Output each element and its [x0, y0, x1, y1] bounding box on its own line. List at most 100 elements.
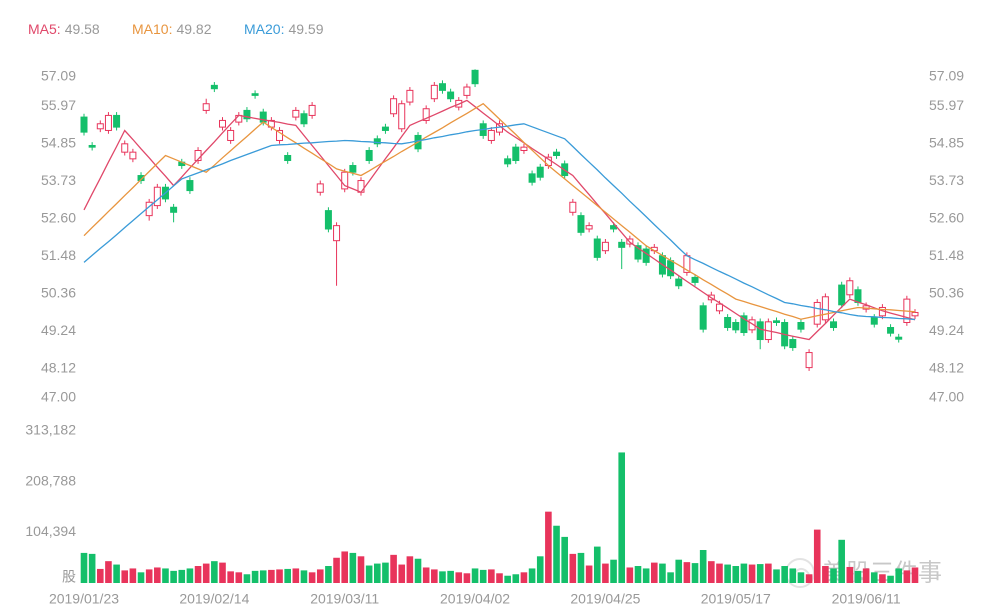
candle-body: [846, 280, 854, 296]
candle-body: [463, 86, 471, 96]
volume-bar: [683, 562, 691, 583]
volume-bar: [414, 558, 422, 583]
volume-bar: [439, 571, 446, 583]
candle-body: [235, 114, 243, 123]
candle-body: [373, 138, 381, 145]
volume-bar: [398, 564, 406, 583]
volume-bar: [593, 546, 601, 583]
candle-body: [251, 93, 259, 96]
candle-body: [618, 241, 626, 248]
legend-item: MA20: 49.59: [244, 21, 324, 37]
volume-bar: [756, 564, 764, 583]
candle-body: [715, 303, 723, 312]
candle-body: [699, 305, 707, 330]
volume-bar: [781, 566, 788, 583]
candle-body: [870, 316, 878, 325]
candle-body: [691, 276, 699, 283]
candle-body: [797, 322, 805, 330]
x-tick-label: 2019/06/11: [832, 591, 901, 607]
volume-bar: [520, 572, 528, 583]
legend-item: MA5: 49.58: [28, 21, 100, 37]
candle-body: [585, 225, 593, 230]
candle-body: [634, 245, 642, 260]
candle-body: [487, 129, 495, 141]
y-tick-label-right: 57.09: [929, 68, 964, 84]
volume-bar: [626, 567, 634, 583]
volume-bar: [227, 571, 234, 583]
y-tick-label-right: 53.73: [929, 172, 964, 188]
candle-body: [430, 84, 438, 100]
candle-body: [838, 284, 846, 306]
volume-bar: [854, 570, 862, 583]
volume-bar: [219, 562, 226, 583]
candle-body: [830, 321, 838, 329]
x-tick-label: 2019/03/11: [310, 591, 379, 607]
candle-body: [170, 206, 178, 213]
y-tick-label-right: 51.48: [929, 247, 964, 263]
x-tick-label: 2019/05/17: [701, 591, 771, 607]
volume-bar: [447, 570, 454, 583]
volume-bar: [137, 572, 145, 583]
candle-body: [284, 155, 292, 162]
legend-name: MA5:: [28, 21, 61, 37]
candle-body: [528, 173, 536, 183]
volume-bar: [316, 569, 324, 583]
volume-bar: [357, 556, 365, 583]
volume-bar: [382, 562, 389, 583]
candle-body: [308, 104, 316, 116]
candle-body: [553, 151, 561, 157]
x-tick-label: 2019/01/23: [49, 591, 119, 607]
x-tick-label: 2019/04/25: [570, 591, 640, 607]
volume-bar: [773, 569, 780, 583]
volume-bar: [373, 563, 381, 583]
legend-value: 49.59: [288, 21, 323, 37]
candle-body: [398, 103, 406, 130]
candle-body: [740, 315, 748, 334]
volume-bar: [88, 553, 96, 583]
volume-bar: [333, 557, 340, 583]
x-tick-label: 2019/04/02: [440, 591, 510, 607]
candle-body: [219, 119, 226, 128]
legend-value: 49.58: [65, 21, 100, 37]
legend-item: MA10: 49.82: [132, 21, 212, 37]
candle-body: [227, 129, 235, 141]
volume-tick-label: 104,394: [25, 523, 76, 539]
candle-body: [202, 103, 210, 111]
y-tick-label: 47.00: [41, 389, 76, 405]
volume-bar: [577, 552, 585, 583]
candle-body: [642, 248, 650, 263]
volume-bar: [610, 559, 617, 583]
candle-body: [813, 301, 821, 325]
volume-bar: [154, 567, 161, 583]
volume-bar: [838, 539, 845, 583]
candle-body: [438, 83, 446, 91]
volume-bar: [479, 569, 487, 583]
candle-body: [520, 146, 528, 151]
candle-body: [675, 278, 683, 287]
candle-body: [137, 175, 145, 182]
candle-body: [471, 69, 479, 85]
y-tick-label: 50.36: [41, 284, 76, 300]
volume-bar: [561, 536, 568, 583]
volume-bar: [870, 572, 878, 583]
candles: [80, 69, 919, 371]
volume-bar: [724, 564, 731, 583]
volume-bar: [504, 575, 511, 583]
volume-bar: [618, 452, 626, 583]
candle-body: [895, 336, 903, 340]
candle-body: [349, 165, 357, 173]
y-tick-label: 55.97: [41, 97, 76, 113]
candle-body: [805, 352, 813, 369]
candle-body: [447, 91, 455, 100]
volume-bar: [455, 572, 463, 583]
volume-bar: [569, 553, 577, 583]
volume-bar: [650, 562, 658, 583]
volume-bar: [903, 570, 911, 583]
volume-bar: [496, 573, 503, 583]
candle-body: [121, 143, 129, 153]
volume-bar: [211, 561, 218, 583]
volume-bar: [365, 565, 373, 583]
volume-bar: [284, 568, 291, 583]
y-tick-label: 57.09: [41, 68, 76, 84]
candle-body: [292, 109, 300, 118]
